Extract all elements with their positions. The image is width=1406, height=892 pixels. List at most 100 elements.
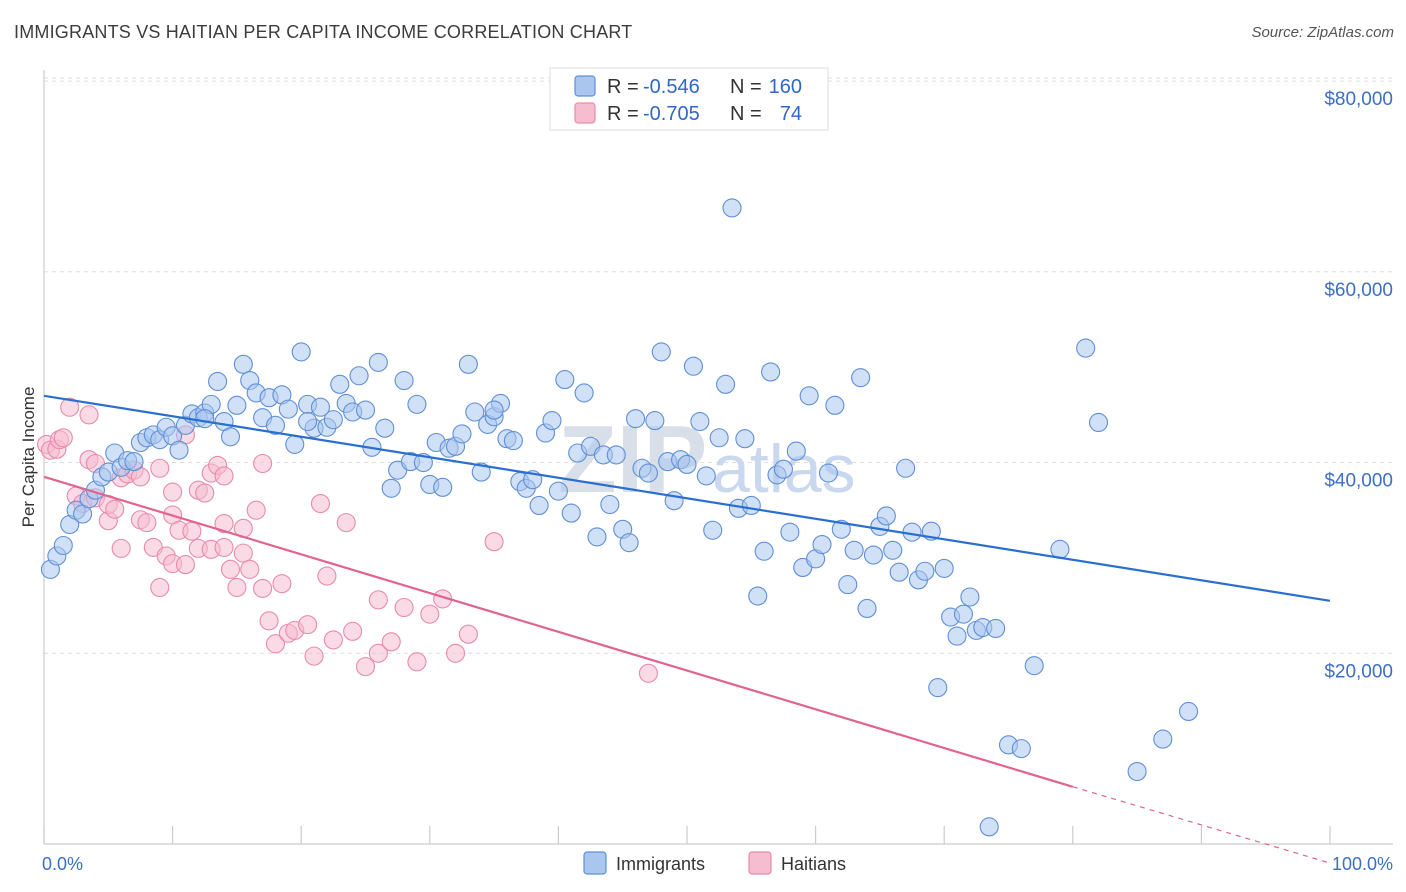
immigrants-point: [407, 394, 427, 414]
immigrants-point: [703, 520, 723, 540]
immigrants-point: [53, 535, 73, 556]
bottom-legend-swatch-immigrants: [583, 851, 607, 875]
y-tick-label: $20,000: [1324, 661, 1393, 682]
immigrants-point: [208, 371, 228, 392]
immigrants-point: [863, 545, 884, 565]
haitians-point: [60, 397, 80, 417]
immigrants-point: [574, 383, 594, 403]
immigrants-point: [124, 452, 144, 472]
immigrants-point: [349, 366, 369, 386]
immigrants-point: [375, 418, 395, 438]
haitians-point: [310, 493, 331, 514]
immigrants-point: [947, 626, 967, 646]
legend-r-value-immigrants: -0.546: [643, 76, 700, 98]
haitians-point: [246, 500, 266, 520]
haitians-point: [79, 405, 99, 425]
haitians-point: [163, 482, 183, 502]
legend-swatch-haitians: [574, 102, 596, 124]
immigrants-point: [169, 440, 189, 460]
bottom-legend-haitians: Haitians: [781, 854, 846, 874]
immigrants-point: [394, 370, 414, 391]
bottom-legend-immigrants: Immigrants: [616, 854, 705, 874]
immigrants-point: [786, 441, 806, 461]
immigrants-point: [960, 587, 980, 607]
immigrants-point: [754, 541, 774, 561]
haitians-points: [37, 397, 658, 683]
immigrants-point: [735, 429, 755, 449]
y-tick-label: $40,000: [1324, 471, 1393, 492]
immigrants-point: [716, 374, 736, 394]
legend-n-value-immigrants: 160: [769, 76, 802, 98]
y-axis-title: Per Capita Income: [19, 387, 38, 528]
legend-n-value-haitians: 74: [780, 103, 802, 125]
immigrants-point: [465, 402, 485, 422]
haitians-point: [233, 543, 253, 563]
immigrants-point: [1088, 412, 1109, 433]
x-tick-marks: [43, 826, 1331, 844]
immigrants-point: [330, 374, 350, 394]
haitians-point: [182, 521, 202, 541]
immigrants-point: [484, 400, 504, 420]
immigrants-point: [677, 454, 697, 474]
legend-n-label-immigrants: N =: [730, 76, 762, 98]
immigrants-point: [857, 598, 877, 618]
legend-r-value-haitians: -0.705: [643, 103, 700, 125]
immigrants-point: [799, 386, 819, 406]
haitians-point: [317, 566, 337, 586]
haitians-point: [175, 555, 196, 575]
haitians-point: [265, 634, 286, 654]
haitians-trend-line-extension: [1072, 786, 1331, 864]
x-tick-label-end: 100.0%: [1332, 854, 1393, 874]
immigrants-point: [690, 411, 710, 432]
immigrants-point: [812, 535, 832, 555]
immigrants-point: [233, 354, 253, 374]
immigrants-point: [1050, 539, 1070, 559]
immigrants-point: [355, 400, 376, 420]
trend-lines: [43, 394, 1331, 864]
haitians-trend-line: [43, 475, 1074, 788]
haitians-point: [445, 643, 466, 663]
immigrants-point: [529, 495, 549, 516]
legend-box: [549, 67, 829, 131]
immigrants-point: [368, 352, 388, 372]
immigrants-point: [722, 198, 742, 218]
immigrants-point: [883, 540, 903, 560]
immigrants-point: [452, 424, 472, 444]
immigrants-point: [831, 519, 851, 539]
haitians-point: [105, 499, 125, 519]
immigrants-point: [1011, 739, 1031, 759]
immigrants-point: [433, 477, 453, 497]
immigrants-point: [638, 463, 658, 483]
immigrants-point: [838, 575, 858, 595]
y-tick-label: $60,000: [1324, 280, 1393, 301]
haitians-point: [214, 537, 234, 557]
immigrants-point: [928, 678, 948, 698]
series-legend: Immigrants Haitians: [583, 851, 846, 875]
haitians-point: [214, 466, 234, 486]
y-tick-labels: $20,000 $40,000 $60,000 $80,000: [1324, 89, 1393, 682]
haitians-point: [195, 483, 215, 503]
immigrants-point: [195, 409, 215, 429]
immigrants-point: [555, 370, 575, 390]
immigrants-point: [986, 618, 1006, 639]
haitians-point: [137, 513, 157, 533]
chart-title: IMMIGRANTS VS HAITIAN PER CAPITA INCOME …: [14, 22, 633, 42]
legend-r-label-immigrants: R =: [607, 76, 639, 98]
legend-swatch-immigrants: [574, 75, 596, 97]
immigrants-point: [696, 466, 716, 486]
haitians-point: [484, 532, 504, 552]
haitians-point: [336, 513, 356, 533]
haitians-point: [214, 514, 234, 534]
haitians-point: [253, 453, 273, 474]
immigrants-point: [1178, 701, 1199, 721]
haitians-point: [111, 538, 131, 558]
haitians-point: [253, 578, 273, 598]
haitians-point: [368, 590, 388, 610]
immigrants-point: [1153, 729, 1173, 749]
y-tick-label: $80,000: [1324, 89, 1393, 110]
immigrants-point: [548, 481, 568, 501]
immigrants-point: [1024, 656, 1044, 676]
haitians-point: [381, 632, 401, 652]
immigrants-points: [40, 198, 1199, 837]
